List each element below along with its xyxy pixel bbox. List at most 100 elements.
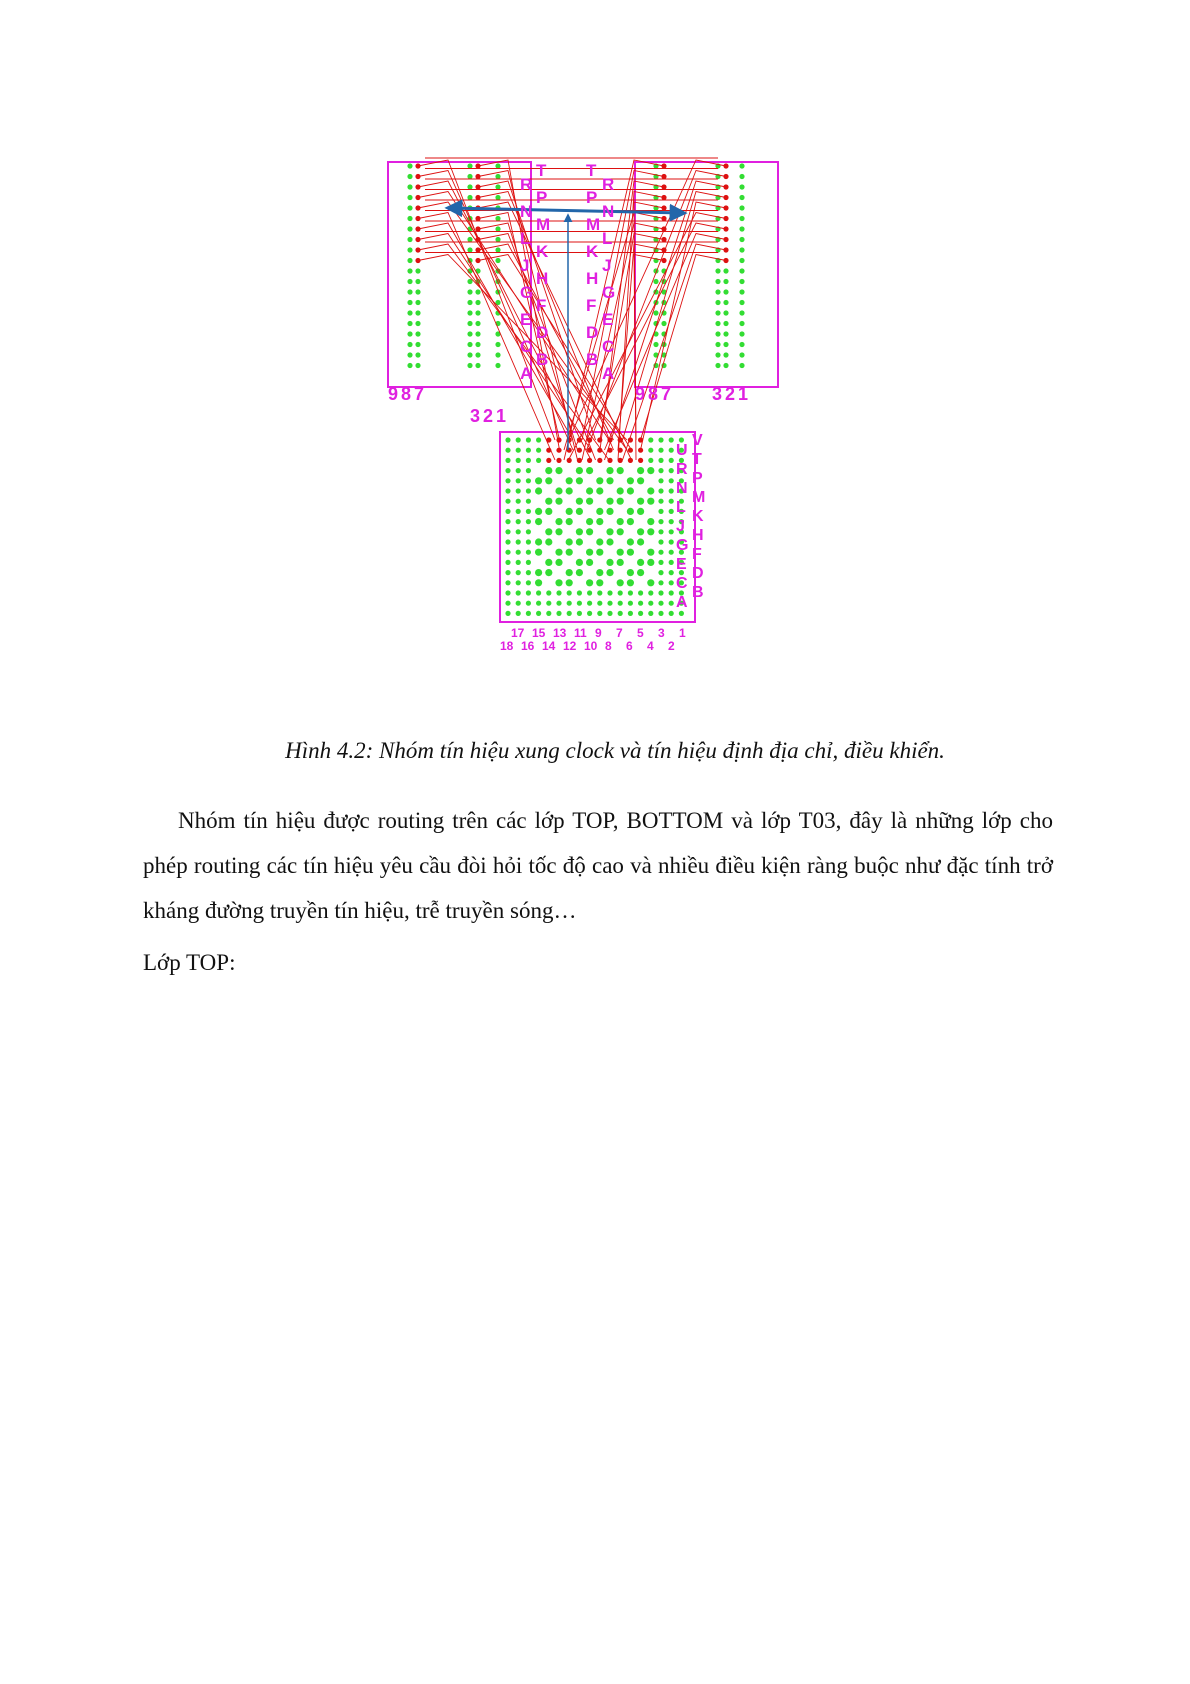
pad (739, 257, 745, 264)
bga-pad (505, 498, 511, 504)
pad (653, 352, 659, 358)
label-left-321: 321 (470, 406, 509, 426)
bga-pad (647, 528, 655, 536)
bga-pad (637, 467, 645, 475)
bga-pad (668, 539, 674, 545)
bga-row-letter: M (692, 489, 705, 506)
bga-pad (616, 518, 624, 526)
bga-row-letter: V (692, 432, 703, 449)
bga-pad (638, 590, 644, 596)
bga-row-letter: F (692, 546, 702, 563)
net-trace (477, 180, 596, 441)
left-row-letter: K (536, 242, 549, 261)
pad (475, 331, 481, 337)
pad (407, 163, 413, 169)
bga-pad (545, 528, 553, 536)
bga-pad (565, 569, 573, 577)
bga-pad (627, 457, 633, 463)
bga-pad (668, 529, 674, 535)
bga-pad (555, 548, 563, 556)
pad (739, 236, 745, 243)
net-trace (622, 243, 727, 461)
left-row-letter: A (520, 364, 532, 383)
bga-pad (575, 477, 583, 485)
pad (467, 289, 473, 295)
bga-pad (505, 457, 511, 463)
net-trace (563, 211, 665, 451)
net-trace (477, 243, 614, 441)
bga-pad (575, 558, 583, 566)
bga-pad (596, 569, 604, 577)
bga-pad (515, 590, 521, 596)
pad (739, 205, 745, 211)
pad (475, 299, 481, 306)
bga-col-number: 12 (563, 639, 577, 653)
bga-pad (505, 570, 511, 576)
bga-pad (658, 498, 664, 504)
pad (723, 289, 729, 295)
bga-pad (515, 570, 521, 576)
bga-pad (658, 447, 664, 453)
bga-pad (616, 467, 624, 475)
net-trace (633, 253, 665, 461)
pad (475, 341, 481, 348)
bga-pad (637, 558, 645, 566)
bga-pad (515, 488, 521, 494)
bga-pad (678, 488, 684, 494)
bga-pad (515, 529, 521, 535)
pad (467, 331, 473, 337)
bga-pad (555, 528, 563, 536)
pad (495, 226, 501, 232)
pad (407, 289, 413, 295)
bga-pad (545, 477, 553, 485)
bga-pad (525, 508, 531, 514)
bga-col-number: 18 (500, 639, 514, 653)
bga-row-letter: J (676, 518, 685, 535)
bga-pad (658, 508, 664, 514)
body-paragraph: Nhóm tín hiệu được routing trên các lớp … (143, 808, 1053, 923)
bga-pad (606, 507, 614, 515)
bga-pad (525, 478, 531, 484)
pad (407, 320, 413, 327)
bga-pad (668, 478, 674, 484)
bga-pad (555, 558, 563, 566)
bga-pad (637, 497, 645, 505)
bga-row-letter: A (676, 594, 688, 611)
bga-col-number: 13 (553, 626, 567, 640)
pad (407, 341, 413, 348)
bga-pad (658, 559, 664, 565)
pad (467, 184, 473, 190)
pad (475, 320, 481, 327)
pad (495, 215, 501, 222)
bga-pad (525, 468, 531, 474)
bga-pad (586, 518, 594, 526)
pad (475, 362, 481, 369)
bga-pad (638, 447, 644, 453)
bga-pad (607, 600, 613, 606)
right-row-letter: R (602, 175, 614, 194)
routed-nets (417, 157, 727, 461)
bga-pad (535, 487, 543, 495)
pad (715, 331, 721, 337)
bga-pad (515, 610, 521, 616)
bga-pad (575, 497, 583, 505)
pad (723, 278, 729, 285)
pad (407, 352, 413, 358)
net-trace (417, 232, 592, 451)
bga-pad (668, 457, 674, 463)
pad (739, 184, 745, 190)
net-trace (417, 169, 574, 451)
pad (407, 173, 413, 180)
pad (723, 268, 729, 274)
bga-col-number: 11 (574, 626, 587, 640)
bga-pad (668, 508, 674, 514)
bga-pad (678, 457, 684, 463)
bga-pad (606, 569, 614, 577)
bga-pad (545, 558, 553, 566)
bga-pad (535, 518, 543, 526)
bga-pad (638, 457, 644, 463)
bga-col-number: 1 (679, 626, 686, 640)
left-row-letter: H (536, 269, 548, 288)
bga-pad (647, 579, 655, 587)
bga-pad (678, 519, 684, 525)
